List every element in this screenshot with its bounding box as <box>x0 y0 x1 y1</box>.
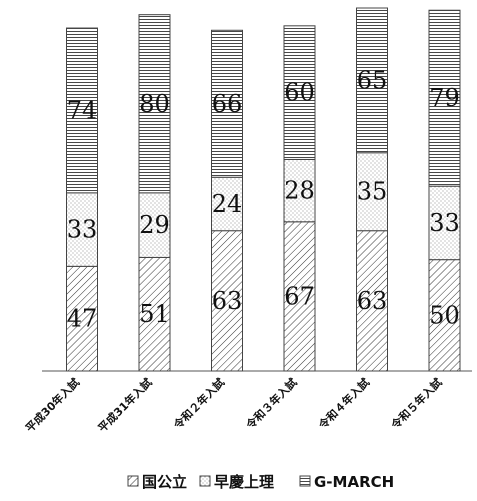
data-label-0-3: 67 <box>284 282 315 310</box>
legend-label-0: 国公立 <box>142 473 187 491</box>
bar-segment-1-0 <box>66 192 98 267</box>
x-tick-label-5: 令和５年入試 <box>387 375 444 432</box>
legend-swatch-1 <box>199 475 211 487</box>
legend-swatch-0 <box>127 475 139 487</box>
legend: 国公立 早慶上理 G-MARCH <box>127 473 394 491</box>
data-label-2-1: 80 <box>139 90 170 118</box>
bar-segment-0-0 <box>66 265 98 372</box>
bar-segment-0-2 <box>211 230 243 372</box>
data-label-0-5: 50 <box>429 301 460 329</box>
bar-segment-1-4 <box>356 152 388 232</box>
bar-segment-0-3 <box>283 221 316 372</box>
data-label-0-4: 63 <box>357 287 388 315</box>
legend-swatch-2 <box>299 475 311 487</box>
bar-segment-0-4 <box>356 230 388 372</box>
data-label-1-3: 28 <box>284 177 315 205</box>
legend-label-2: G-MARCH <box>314 473 394 491</box>
data-label-0-0: 47 <box>67 305 98 333</box>
x-tick-label-4: 令和４年入試 <box>315 375 372 432</box>
data-label-1-2: 24 <box>212 190 243 218</box>
bar-segment-1-5 <box>428 185 461 261</box>
x-tick-label-2: 令和２年入試 <box>170 375 227 432</box>
bar-segment-2-5 <box>428 9 461 187</box>
bar-segment-1-3 <box>283 158 316 223</box>
data-label-2-4: 65 <box>357 66 388 94</box>
data-label-1-5: 33 <box>429 209 460 237</box>
data-label-2-5: 79 <box>429 84 460 112</box>
bar-segment-0-1 <box>138 256 171 372</box>
data-label-2-2: 66 <box>212 90 243 118</box>
x-tick-label-0: 平成30年入試 <box>23 375 83 435</box>
x-tick-label-1: 平成31年入試 <box>95 375 155 435</box>
bar-segment-2-4 <box>356 7 388 154</box>
bar-segment-0-5 <box>428 259 461 372</box>
data-label-1-1: 29 <box>139 211 170 239</box>
data-label-2-3: 60 <box>284 79 315 107</box>
bar-segment-2-2 <box>211 29 243 178</box>
x-tick-labels-group: 平成30年入試 平成31年入試 令和２年入試 令和３年入試 令和４年入試 令和５年入試 <box>23 375 445 435</box>
bar-segment-2-3 <box>283 25 316 160</box>
bar-segment-1-2 <box>211 176 243 232</box>
bars-group <box>66 7 461 372</box>
data-label-0-1: 51 <box>139 300 170 328</box>
data-labels-group: 47 33 74 51 29 80 63 24 66 67 28 60 63 35 65 50 33 79 <box>67 66 460 332</box>
bar-segment-2-0 <box>66 27 98 194</box>
bar-segment-1-1 <box>138 192 171 258</box>
x-tick-label-3: 令和３年入試 <box>242 375 299 432</box>
bar-segment-2-1 <box>138 14 171 194</box>
data-label-1-0: 33 <box>67 216 98 244</box>
data-label-2-0: 74 <box>67 96 98 124</box>
data-label-0-2: 63 <box>212 287 243 315</box>
data-label-1-4: 35 <box>357 178 388 206</box>
legend-label-1: 早慶上理 <box>214 473 274 491</box>
